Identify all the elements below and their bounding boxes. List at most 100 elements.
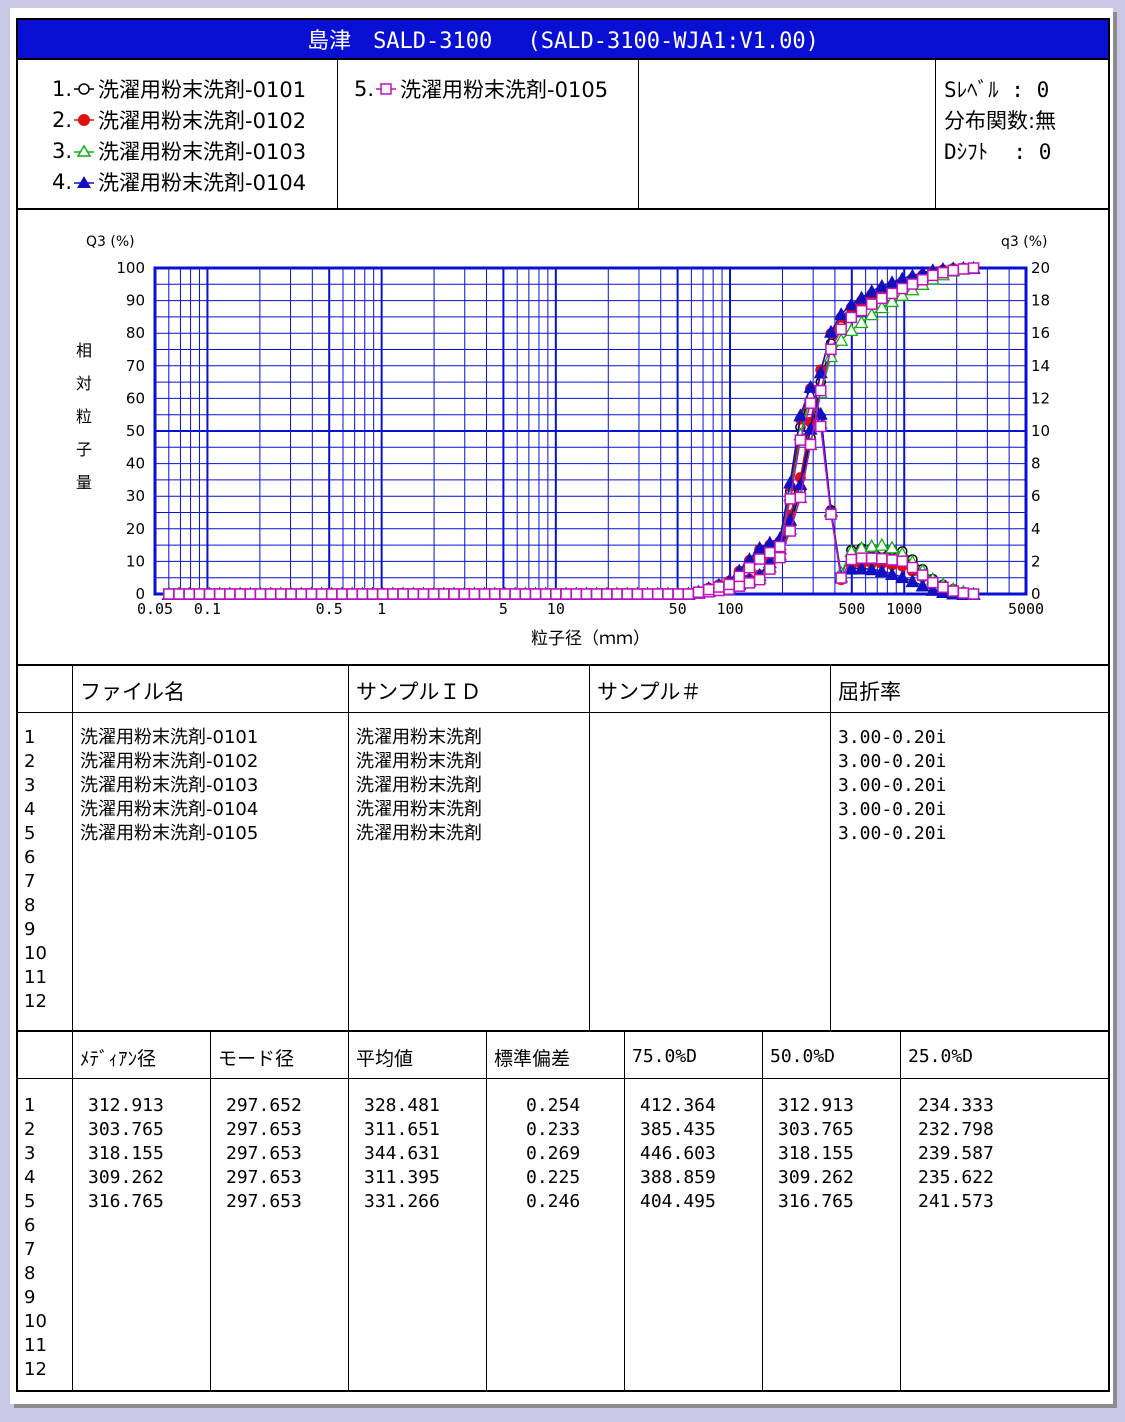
x-tick-label: 1 bbox=[377, 600, 386, 618]
data-point bbox=[468, 588, 481, 600]
data-point bbox=[895, 287, 910, 301]
data-point bbox=[784, 493, 796, 505]
data-point bbox=[376, 588, 389, 600]
data-point bbox=[315, 588, 328, 600]
data-point bbox=[886, 554, 898, 566]
data-point bbox=[752, 540, 767, 554]
data-point bbox=[804, 438, 817, 451]
setting-distribution: 分布関数:無 bbox=[944, 109, 1057, 133]
y-right-tick-label: 8 bbox=[1031, 455, 1041, 473]
data-point bbox=[865, 552, 878, 564]
data-point bbox=[874, 537, 889, 551]
y-right-tick-label: 16 bbox=[1031, 324, 1050, 342]
y-left-tick-label: 90 bbox=[126, 292, 145, 310]
x-tick-label: 1000 bbox=[886, 600, 922, 618]
data-point bbox=[794, 434, 807, 446]
data-point bbox=[885, 567, 900, 581]
data-point bbox=[427, 588, 440, 600]
data-point bbox=[967, 588, 980, 600]
data-point bbox=[784, 525, 796, 537]
data-point bbox=[539, 588, 552, 600]
y-right-tick-label: 12 bbox=[1031, 389, 1050, 407]
data-point bbox=[234, 588, 246, 600]
data-point bbox=[803, 379, 818, 393]
y-right-tick-label: 20 bbox=[1031, 259, 1050, 277]
d50-value: 316.765 bbox=[778, 1191, 854, 1212]
y-right-tick-label: 6 bbox=[1031, 487, 1041, 505]
data-point bbox=[672, 588, 684, 600]
data-point bbox=[947, 585, 959, 597]
report-page bbox=[10, 8, 1113, 1404]
x-tick-label: 0.05 bbox=[137, 600, 173, 618]
y-axis-title-char: 相 bbox=[76, 341, 92, 360]
data-point bbox=[804, 397, 817, 409]
data-point bbox=[957, 587, 970, 599]
data-point bbox=[834, 332, 849, 346]
table-cell: 洗濯用粉末洗剤-0105 bbox=[80, 823, 259, 844]
data-point bbox=[874, 278, 889, 292]
data-point bbox=[815, 420, 827, 433]
table-cell: 洗濯用粉末洗剤 bbox=[356, 751, 482, 772]
data-point bbox=[193, 588, 206, 600]
data-point bbox=[264, 588, 277, 600]
data-point bbox=[773, 531, 788, 545]
data-point bbox=[652, 588, 664, 600]
data-point bbox=[366, 588, 379, 600]
data-point bbox=[834, 307, 849, 321]
std-value: 0.233 bbox=[526, 1119, 581, 1140]
mode-value: 297.653 bbox=[226, 1167, 302, 1188]
d75-value: 412.364 bbox=[640, 1095, 716, 1116]
data-point bbox=[519, 588, 532, 600]
data-point bbox=[864, 307, 879, 321]
table-cell: 3.00-0.20i bbox=[838, 775, 947, 796]
data-point bbox=[285, 588, 297, 600]
data-point bbox=[417, 588, 430, 600]
data-point bbox=[275, 588, 287, 600]
data-point bbox=[783, 512, 798, 526]
data-point bbox=[295, 588, 307, 600]
data-point bbox=[947, 264, 959, 277]
data-point bbox=[884, 294, 900, 308]
x-tick-label: 0.5 bbox=[316, 600, 343, 618]
stats-table bbox=[16, 1030, 1110, 1392]
col-header-d25: 25.0%D bbox=[908, 1046, 974, 1067]
data-point bbox=[631, 588, 644, 600]
data-point bbox=[815, 384, 827, 397]
data-point bbox=[937, 266, 949, 279]
table-cell: 洗濯用粉末洗剤-0102 bbox=[80, 751, 259, 772]
data-point bbox=[844, 323, 859, 337]
y-left-tick-label: 60 bbox=[126, 389, 145, 407]
col-header-file: ファイル名 bbox=[80, 680, 185, 704]
col-header-sample-id: サンプルＩＤ bbox=[356, 680, 482, 704]
data-point bbox=[641, 588, 654, 600]
data-point bbox=[570, 588, 583, 600]
x-tick-label: 5 bbox=[499, 600, 508, 618]
d50-value: 312.913 bbox=[778, 1095, 854, 1116]
d25-value: 241.573 bbox=[918, 1191, 994, 1212]
x-tick-label: 5000 bbox=[1008, 600, 1044, 618]
median-value: 303.765 bbox=[88, 1119, 164, 1140]
legend-item-4: 4. 洗濯用粉末洗剤-0104 bbox=[52, 170, 307, 195]
legend-item-1: 1. 洗濯用粉末洗剤-0101 bbox=[52, 77, 307, 102]
data-point bbox=[876, 292, 888, 305]
mean-value: 311.651 bbox=[364, 1119, 440, 1140]
median-value: 318.155 bbox=[88, 1143, 164, 1164]
data-point bbox=[590, 588, 603, 600]
median-value: 312.913 bbox=[88, 1095, 164, 1116]
data-point bbox=[835, 572, 847, 584]
table-cell: 洗濯用粉末洗剤-0101 bbox=[80, 727, 259, 748]
data-point bbox=[937, 581, 949, 593]
d50-value: 303.765 bbox=[778, 1119, 854, 1140]
data-point bbox=[407, 588, 420, 600]
x-tick-label: 500 bbox=[838, 600, 865, 618]
info-table bbox=[16, 664, 1110, 1032]
mode-value: 297.653 bbox=[226, 1191, 302, 1212]
data-point bbox=[224, 588, 236, 600]
data-point bbox=[794, 491, 807, 504]
data-point bbox=[254, 588, 267, 600]
data-point bbox=[896, 282, 909, 295]
data-point bbox=[509, 588, 521, 600]
data-point bbox=[854, 561, 869, 575]
data-point bbox=[611, 588, 623, 600]
data-point bbox=[925, 582, 940, 596]
